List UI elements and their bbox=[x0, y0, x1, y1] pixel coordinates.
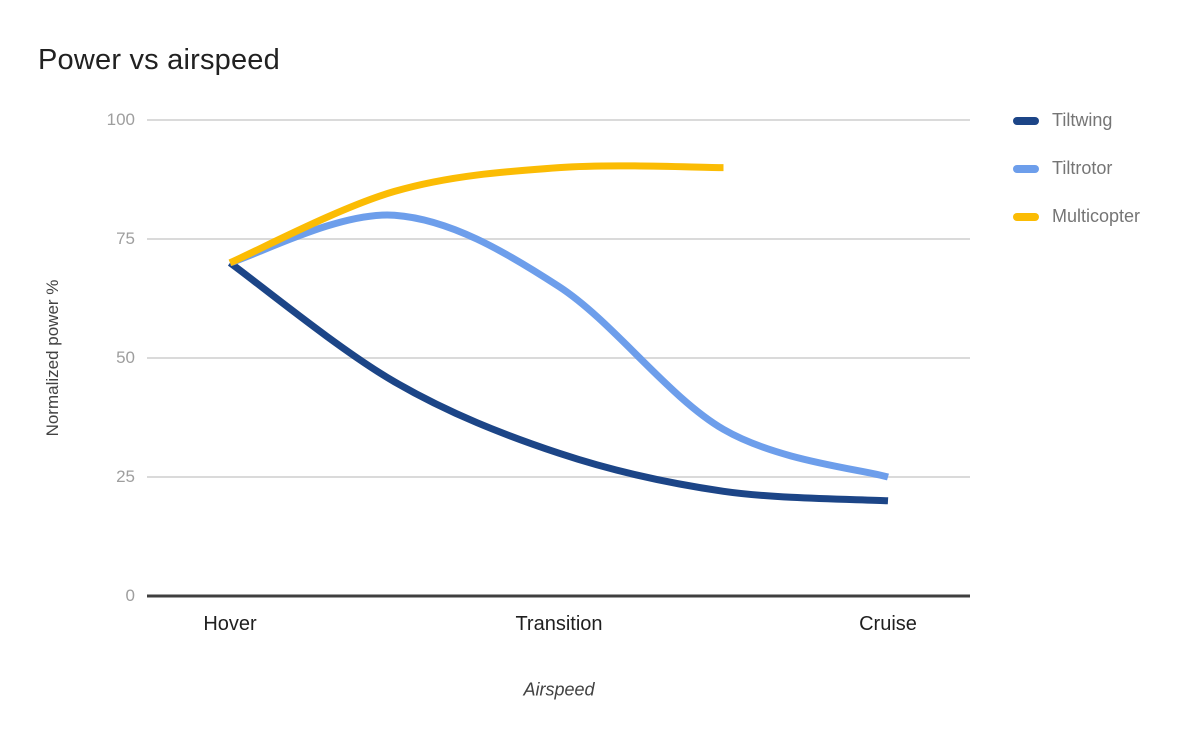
legend-item-multicopter[interactable]: Multicopter bbox=[1013, 206, 1140, 227]
legend-label-multicopter: Multicopter bbox=[1052, 206, 1141, 226]
x-label-transition: Transition bbox=[515, 613, 603, 635]
tiltrotor-swatch-icon bbox=[1013, 164, 1039, 173]
x-label-hover: Hover bbox=[203, 613, 257, 635]
multicopter-swatch-icon bbox=[1013, 212, 1039, 221]
legend-label-tiltwing: Tiltwing bbox=[1052, 110, 1113, 130]
gridlines bbox=[147, 119, 970, 598]
chart-title: Power vs airspeed bbox=[38, 44, 280, 76]
legend-item-tiltrotor[interactable]: Tiltrotor bbox=[1013, 158, 1140, 179]
legend-item-tiltwing[interactable]: Tiltwing bbox=[1013, 110, 1140, 131]
series-line-tiltwing[interactable] bbox=[227, 259, 889, 505]
x-label-cruise: Cruise bbox=[859, 613, 917, 635]
x-axis-title: Airspeed bbox=[523, 679, 595, 700]
tiltwing-swatch-icon bbox=[1013, 116, 1039, 125]
y-tick-25: 25 bbox=[116, 467, 135, 486]
y-tick-100: 100 bbox=[106, 110, 135, 129]
y-axis-title: Normalized power % bbox=[43, 279, 62, 437]
y-tick-75: 75 bbox=[116, 229, 135, 248]
legend: Tiltwing Tiltrotor Multicopter bbox=[1013, 110, 1140, 254]
series-line-tiltrotor[interactable] bbox=[228, 211, 889, 481]
y-tick-0: 0 bbox=[125, 586, 135, 605]
series-line-multicopter[interactable] bbox=[228, 162, 724, 267]
legend-label-tiltrotor: Tiltrotor bbox=[1052, 158, 1113, 178]
y-tick-50: 50 bbox=[116, 348, 135, 367]
